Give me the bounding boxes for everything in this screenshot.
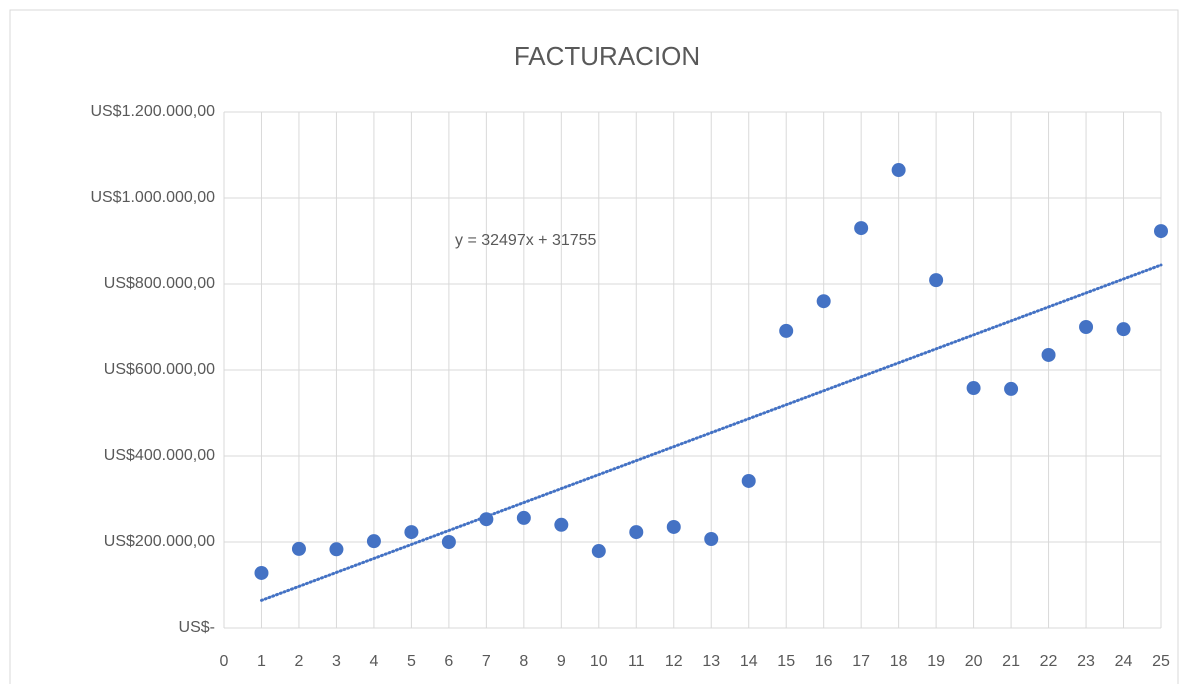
x-tick-label: 11 [628,653,645,670]
x-tick-label: 4 [369,653,378,670]
y-tick-label: US$- [179,619,215,636]
y-tick-label: US$600.000,00 [104,361,215,378]
x-tick-label: 15 [777,653,795,670]
x-tick-label: 16 [815,653,833,670]
point [816,294,831,309]
x-tick-label: 6 [444,653,453,670]
x-tick-label: 10 [590,653,608,670]
point [591,544,606,559]
x-tick-label: 14 [740,653,758,670]
y-tick-label: US$1.200.000,00 [90,103,215,120]
x-tick-label: 22 [1040,653,1058,670]
point [254,565,269,580]
point [1116,322,1131,337]
x-tick-label: 7 [482,653,491,670]
chart-border [9,9,1179,684]
x-tick-label: 21 [1002,653,1020,670]
point [291,541,306,556]
y-tick-label: US$1.000.000,00 [90,189,215,206]
x-tick-label: 1 [257,653,266,670]
point [516,510,531,525]
point [779,323,794,338]
point [441,535,456,549]
trendline-label: y = 32497x + 31755 [455,232,597,249]
point [329,542,344,557]
point [479,512,494,527]
point [1041,347,1056,362]
x-tick-label: 20 [965,653,983,670]
x-tick-label: 25 [1152,653,1170,670]
point [1154,224,1168,239]
x-tick-label: 3 [332,653,341,670]
x-tick-label: 9 [557,653,566,670]
point [704,531,719,546]
point [404,525,419,540]
x-tick-label: 2 [295,653,304,670]
point [1079,320,1094,334]
y-tick-label: US$400.000,00 [104,447,215,464]
x-tick-label: 12 [665,653,683,670]
x-tick-label: 23 [1077,653,1095,670]
x-tick-label: 24 [1115,653,1133,670]
point [966,381,981,396]
x-tick-label: 17 [852,653,870,670]
x-tick-label: 0 [220,653,229,670]
x-tick-label: 8 [519,653,528,670]
point [629,525,644,540]
point [554,517,569,532]
point [854,221,869,236]
point [741,473,756,488]
point [929,273,944,288]
point [666,519,681,534]
y-tick-label: US$200.000,00 [104,533,215,550]
x-tick-label: 13 [702,653,720,670]
chart-title: FACTURACION [514,41,700,71]
trendline [259,263,1163,602]
x-tick-label: 18 [890,653,908,670]
y-tick-label: US$800.000,00 [104,275,215,292]
point [891,163,906,178]
x-tick-label: 5 [407,653,416,670]
point [366,534,381,549]
point [1004,381,1019,396]
x-tick-label: 19 [927,653,945,670]
